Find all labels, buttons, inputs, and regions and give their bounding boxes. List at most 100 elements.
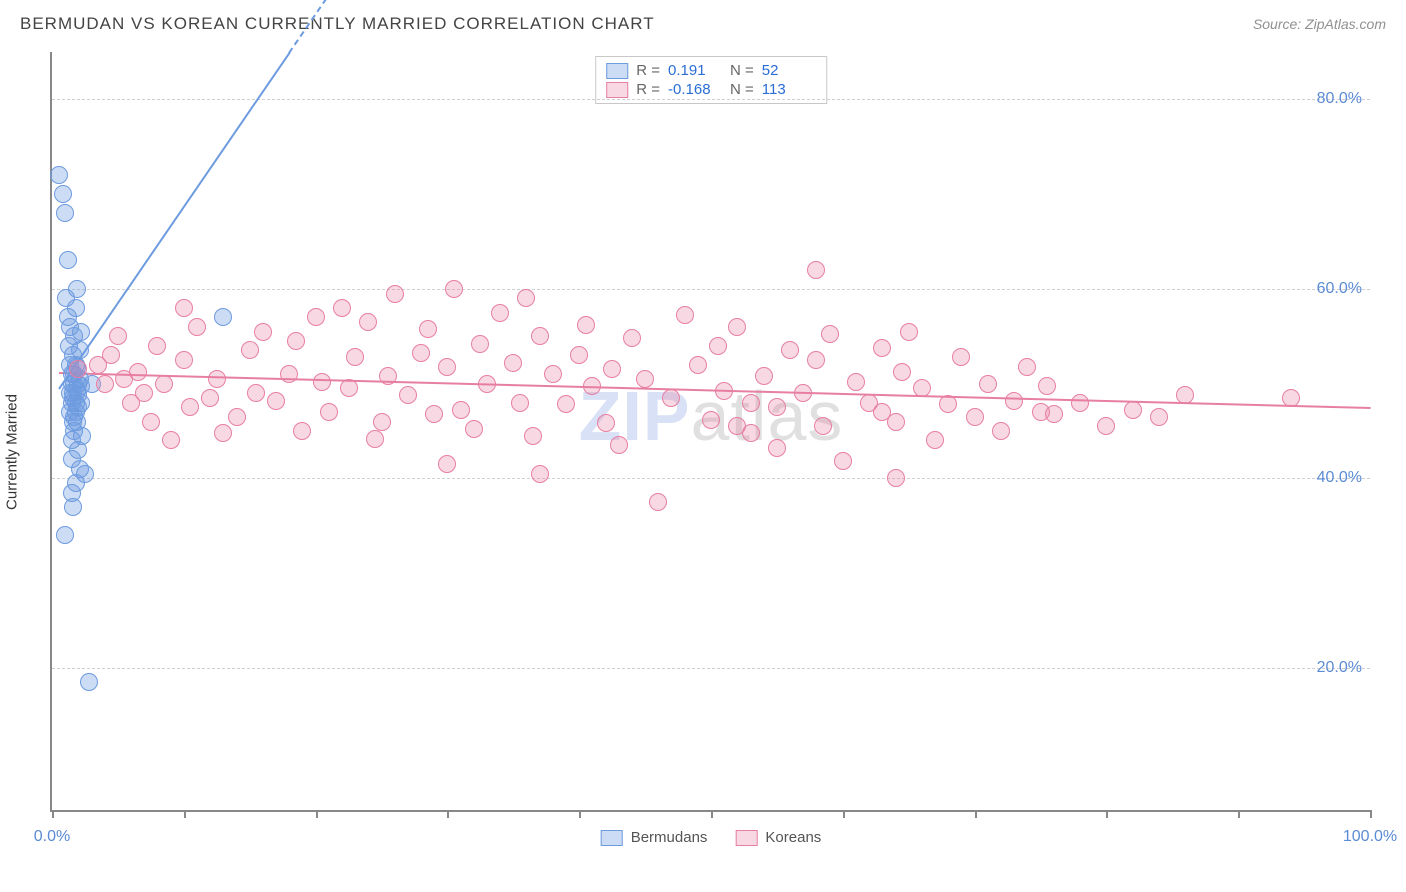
data-point — [728, 318, 746, 336]
data-point — [1045, 405, 1063, 423]
data-point — [214, 308, 232, 326]
data-point — [452, 401, 470, 419]
data-point — [438, 455, 456, 473]
n-value-koreans: 113 — [762, 81, 816, 98]
data-point — [155, 375, 173, 393]
data-point — [1282, 389, 1300, 407]
data-point — [610, 436, 628, 454]
data-point — [702, 411, 720, 429]
data-point — [73, 427, 91, 445]
data-point — [900, 323, 918, 341]
data-point — [96, 375, 114, 393]
data-point — [1124, 401, 1142, 419]
data-point — [794, 384, 812, 402]
data-point — [649, 493, 667, 511]
data-point — [893, 363, 911, 381]
x-tick-label: 0.0% — [34, 828, 70, 846]
legend-label-bermudans: Bermudans — [631, 829, 708, 846]
gridline — [52, 668, 1370, 669]
trend-line-bermudans — [58, 52, 290, 389]
swatch-koreans — [606, 82, 628, 98]
data-point — [781, 341, 799, 359]
data-point — [419, 320, 437, 338]
data-point — [72, 394, 90, 412]
data-point — [1176, 386, 1194, 404]
y-tick-label: 40.0% — [1317, 469, 1362, 487]
data-point — [834, 452, 852, 470]
data-point — [228, 408, 246, 426]
data-point — [709, 337, 727, 355]
y-tick-label: 60.0% — [1317, 280, 1362, 298]
y-tick-label: 20.0% — [1317, 659, 1362, 677]
data-point — [755, 367, 773, 385]
data-point — [662, 389, 680, 407]
x-tick — [579, 810, 581, 818]
data-point — [386, 285, 404, 303]
data-point — [247, 384, 265, 402]
data-point — [67, 474, 85, 492]
data-point — [69, 360, 87, 378]
data-point — [887, 469, 905, 487]
series-legend: Bermudans Koreans — [601, 829, 822, 846]
data-point — [102, 346, 120, 364]
chart-header: BERMUDAN VS KOREAN CURRENTLY MARRIED COR… — [0, 0, 1406, 42]
data-point — [254, 323, 272, 341]
r-value-koreans: -0.168 — [668, 81, 722, 98]
data-point — [148, 337, 166, 355]
data-point — [478, 375, 496, 393]
data-point — [188, 318, 206, 336]
data-point — [847, 373, 865, 391]
gridline — [52, 99, 1370, 100]
x-tick — [1238, 810, 1240, 818]
chart-title: BERMUDAN VS KOREAN CURRENTLY MARRIED COR… — [20, 14, 655, 34]
data-point — [56, 526, 74, 544]
x-tick — [975, 810, 977, 818]
x-tick — [184, 810, 186, 818]
data-point — [135, 384, 153, 402]
data-point — [307, 308, 325, 326]
data-point — [214, 424, 232, 442]
data-point — [471, 335, 489, 353]
correlation-legend: R = 0.191 N = 52 R = -0.168 N = 113 — [595, 56, 827, 104]
legend-label-koreans: Koreans — [765, 829, 821, 846]
x-tick — [1106, 810, 1108, 818]
data-point — [821, 325, 839, 343]
data-point — [1018, 358, 1036, 376]
chart-source: Source: ZipAtlas.com — [1253, 16, 1386, 32]
data-point — [728, 417, 746, 435]
data-point — [320, 403, 338, 421]
data-point — [952, 348, 970, 366]
data-point — [1150, 408, 1168, 426]
data-point — [689, 356, 707, 374]
data-point — [241, 341, 259, 359]
data-point — [1097, 417, 1115, 435]
data-point — [524, 427, 542, 445]
data-point — [531, 465, 549, 483]
data-point — [425, 405, 443, 423]
data-point — [597, 414, 615, 432]
data-point — [715, 382, 733, 400]
y-tick-label: 80.0% — [1317, 90, 1362, 108]
n-label: N = — [730, 62, 754, 79]
data-point — [873, 339, 891, 357]
data-point — [181, 398, 199, 416]
data-point — [873, 403, 891, 421]
data-point — [939, 395, 957, 413]
data-point — [175, 351, 193, 369]
data-point — [71, 341, 89, 359]
data-point — [287, 332, 305, 350]
data-point — [465, 420, 483, 438]
data-point — [59, 251, 77, 269]
data-point — [583, 377, 601, 395]
data-point — [511, 394, 529, 412]
data-point — [313, 373, 331, 391]
data-point — [1005, 392, 1023, 410]
data-point — [531, 327, 549, 345]
data-point — [768, 398, 786, 416]
data-point — [346, 348, 364, 366]
data-point — [399, 386, 417, 404]
data-point — [412, 344, 430, 362]
plot-region: ZIPatlas R = 0.191 N = 52 R = -0.168 N =… — [50, 52, 1370, 812]
data-point — [280, 365, 298, 383]
data-point — [504, 354, 522, 372]
